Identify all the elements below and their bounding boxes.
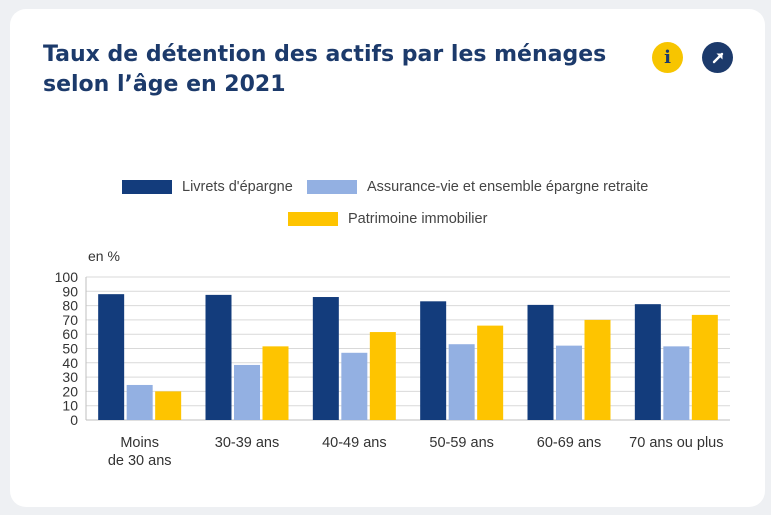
- bar: [98, 294, 125, 420]
- bar: [584, 319, 611, 420]
- x-tick-label: 70 ans ou plus: [629, 435, 723, 451]
- bar: [448, 344, 475, 420]
- chart-title: Taux de détention des actifs par les mén…: [43, 42, 607, 97]
- chart-card: Taux de détention des actifs par les mén…: [10, 9, 765, 507]
- y-tick-label: 40: [62, 355, 78, 371]
- legend-swatch: [307, 180, 357, 194]
- y-tick-label: 70: [62, 312, 78, 328]
- y-tick-label: 80: [62, 298, 78, 314]
- bar: [205, 294, 232, 420]
- bar: [155, 391, 182, 420]
- y-tick-label: 20: [62, 383, 78, 399]
- bar: [369, 332, 396, 420]
- y-tick-label: 10: [62, 398, 78, 414]
- legend-item-livrets[interactable]: Livrets d'épargne: [122, 179, 293, 195]
- bar: [126, 384, 153, 420]
- x-tick-label: 40-49 ans: [322, 435, 387, 451]
- y-tick-label: 100: [55, 269, 79, 285]
- bar: [556, 345, 582, 420]
- bar: [527, 304, 554, 420]
- info-button[interactable]: i: [652, 42, 683, 73]
- info-icon: i: [664, 47, 671, 68]
- y-unit-label: en %: [88, 248, 120, 264]
- bar: [634, 304, 661, 420]
- y-tick-label: 90: [62, 283, 78, 299]
- legend-swatch: [122, 180, 172, 194]
- legend-swatch: [288, 212, 338, 226]
- legend-item-patrimoine[interactable]: Patrimoine immobilier: [288, 211, 487, 227]
- bar: [234, 364, 260, 420]
- legend-label: Patrimoine immobilier: [348, 211, 488, 227]
- arrow-up-right-icon: [712, 52, 723, 63]
- bar: [420, 301, 447, 420]
- x-tick-label: 30-39 ans: [215, 435, 280, 451]
- x-tick-label: de 30 ans: [108, 453, 172, 469]
- y-tick-label: 50: [62, 341, 78, 357]
- x-tick-label: Moins: [120, 435, 159, 451]
- bar: [691, 314, 718, 420]
- bar: [477, 325, 504, 420]
- bar: [312, 297, 339, 420]
- x-tick-label: 60-69 ans: [537, 435, 602, 451]
- share-button[interactable]: [702, 42, 733, 73]
- y-tick-label: 60: [62, 326, 78, 342]
- legend-label: Livrets d'épargne: [182, 179, 293, 195]
- legend-item-assurance[interactable]: Assurance-vie et ensemble épargne retrai…: [307, 179, 648, 195]
- bar: [262, 346, 289, 420]
- y-tick-label: 0: [70, 412, 78, 428]
- legend-label: Assurance-vie et ensemble épargne retrai…: [367, 179, 649, 195]
- bar: [341, 352, 368, 420]
- bar: [663, 346, 690, 420]
- x-tick-label: 50-59 ans: [429, 435, 494, 451]
- y-tick-label: 30: [62, 369, 78, 385]
